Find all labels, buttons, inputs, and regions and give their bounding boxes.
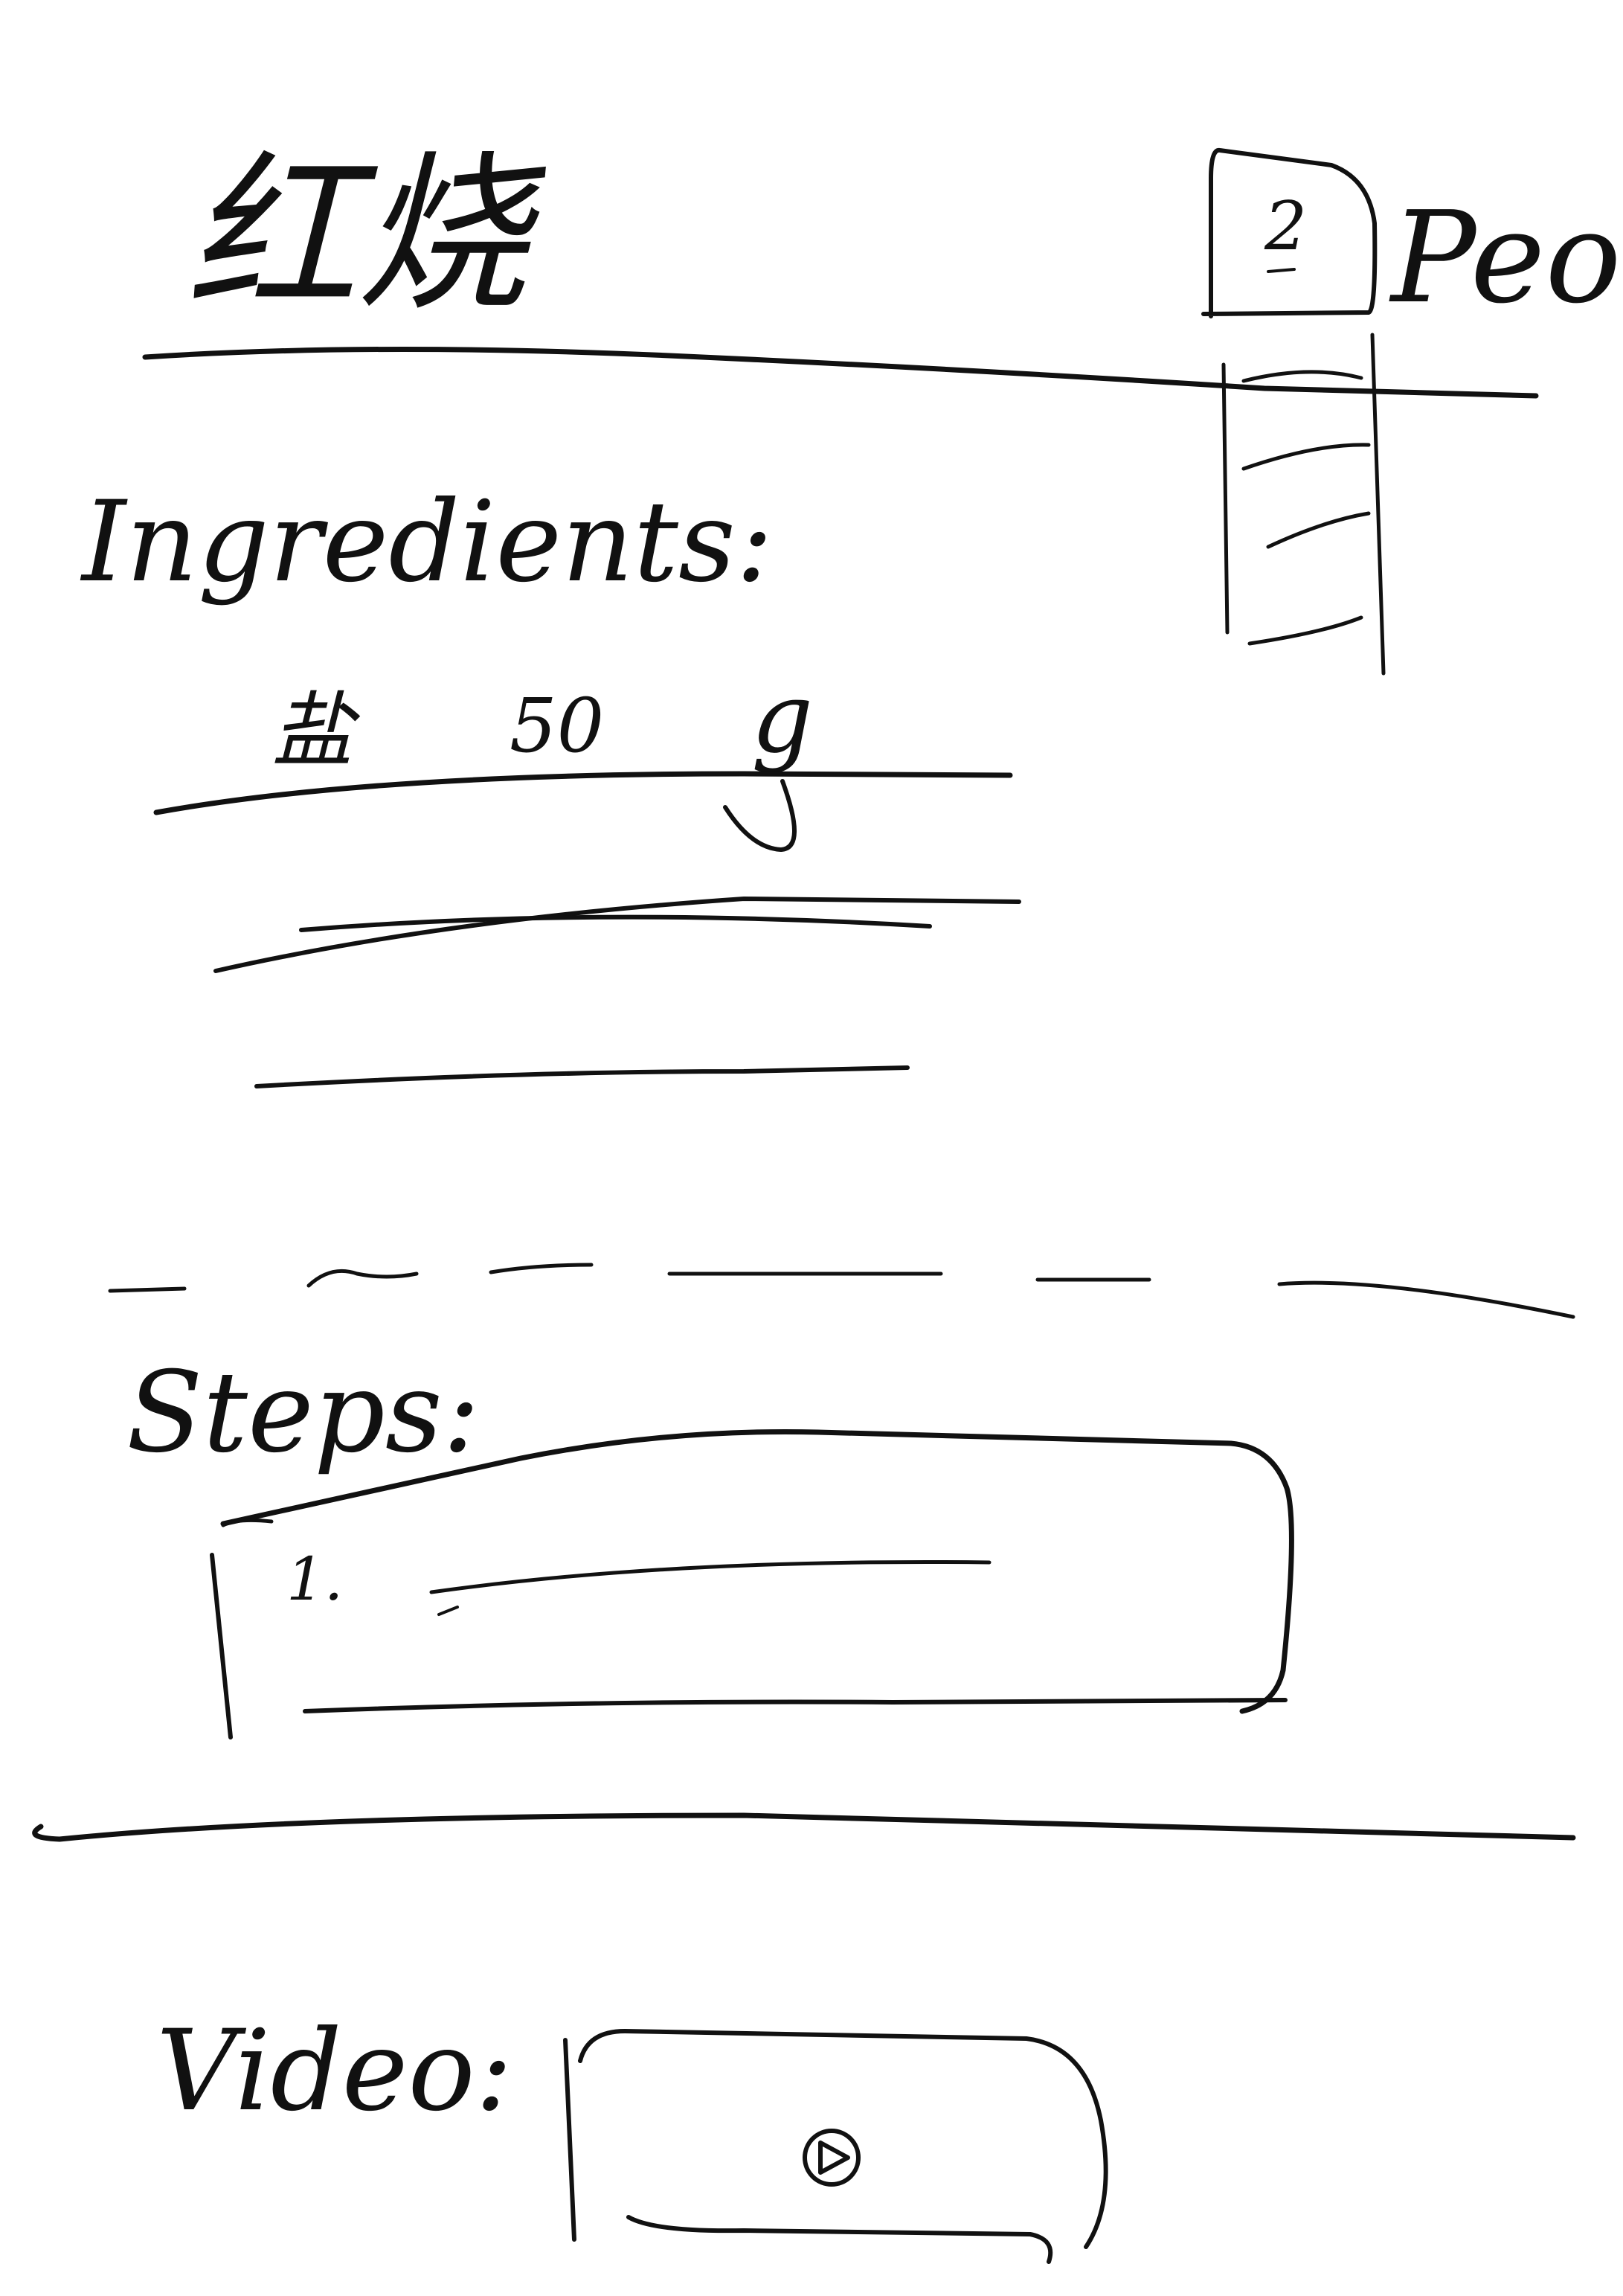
header: 红烧 2 People	[142, 136, 1623, 676]
video-section: Video:	[156, 2007, 1108, 2264]
header-divider	[142, 346, 1539, 399]
ingredients-heading: Ingredients:	[80, 478, 774, 607]
people-count-input[interactable]: 2	[1201, 148, 1378, 318]
ingredient-unit: g	[751, 661, 813, 775]
steps-heading: Steps:	[126, 1348, 480, 1478]
section-divider-dashed	[108, 1263, 1575, 1319]
step-card[interactable]: 1.	[210, 1428, 1294, 1739]
ingredients-section: Ingredients: 盐 50 g	[80, 478, 1021, 1088]
play-icon[interactable]	[803, 2129, 861, 2187]
steps-section: Steps: 1.	[32, 1348, 1576, 1842]
people-dropdown-list[interactable]	[1221, 333, 1386, 676]
step-number: 1.	[286, 1545, 343, 1614]
recipe-title: 红烧	[186, 136, 546, 335]
video-player[interactable]	[563, 2029, 1108, 2264]
ingredient-row-empty[interactable]	[213, 897, 1021, 973]
ingredient-row-empty[interactable]	[254, 1065, 910, 1088]
steps-divider	[32, 1812, 1576, 1842]
ingredient-amount: 50	[510, 682, 604, 769]
ingredient-row[interactable]: 盐 50 g	[153, 661, 1013, 852]
people-count-value: 2	[1264, 187, 1307, 266]
people-label: People	[1389, 185, 1623, 332]
video-heading: Video:	[156, 2007, 512, 2136]
ingredient-name: 盐	[271, 683, 361, 778]
